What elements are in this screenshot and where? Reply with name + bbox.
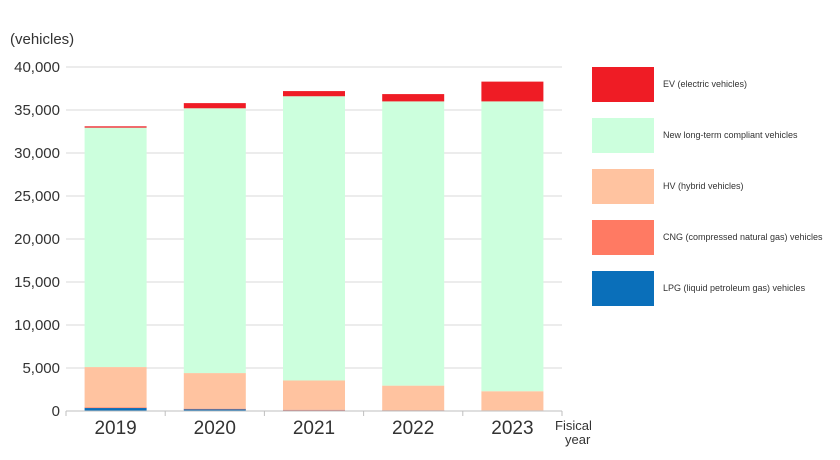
bar-segment — [183, 408, 246, 410]
legend-label: LPG (liquid petroleum gas) vehicles — [663, 283, 806, 293]
bar-segment — [183, 373, 246, 409]
legend-label: New long-term compliant vehicles — [663, 130, 798, 140]
y-tick-label: 15,000 — [14, 274, 60, 291]
legend-swatch — [592, 169, 654, 204]
bar-segment — [84, 407, 147, 411]
bar-segment — [283, 380, 345, 410]
x-axis-label-line2: year — [565, 432, 591, 447]
x-axis-label-line1: Fisical — [555, 418, 592, 433]
bars — [84, 81, 544, 412]
bar-segment — [481, 101, 544, 392]
x-tick-label: 2021 — [293, 418, 335, 439]
y-tick-label: 0 — [52, 403, 60, 420]
bar-segment — [382, 101, 445, 386]
legend-swatch — [592, 271, 654, 306]
bar-segment — [183, 108, 246, 374]
x-axis-ticks: 2019 2020 2021 2022 2023 — [94, 418, 533, 439]
bar-segment — [183, 408, 246, 411]
x-tick-label: 2022 — [392, 418, 434, 439]
y-axis-unit-label: (vehicles) — [10, 31, 74, 48]
bar-segment — [283, 409, 345, 411]
legend-swatch — [592, 67, 654, 102]
y-tick-label: 5,000 — [22, 360, 60, 377]
bar-segment — [84, 407, 147, 409]
legend-label: HV (hybrid vehicles) — [663, 181, 744, 191]
y-tick-label: 35,000 — [14, 102, 60, 119]
y-tick-label: 25,000 — [14, 188, 60, 205]
bar-segment — [481, 391, 544, 411]
bar-segment — [84, 367, 147, 408]
bar-segment — [183, 103, 246, 109]
bar-segment — [283, 96, 345, 381]
y-tick-label: 10,000 — [14, 317, 60, 334]
y-tick-label: 20,000 — [14, 231, 60, 248]
x-tick-label: 2023 — [491, 418, 533, 439]
bar-segment — [283, 91, 345, 97]
x-tick-label: 2019 — [94, 418, 136, 439]
bar-segment — [481, 81, 544, 102]
x-tick-label: 2020 — [194, 418, 236, 439]
bar-segment — [382, 385, 445, 411]
bar-segment — [283, 409, 345, 411]
y-tick-label: 40,000 — [14, 59, 60, 76]
legend-swatch — [592, 220, 654, 255]
bar-segment — [382, 94, 445, 102]
legend-label: EV (electric vehicles) — [663, 79, 747, 89]
legend-swatch — [592, 118, 654, 153]
x-axis — [65, 410, 563, 416]
y-axis-ticks: 0 5,000 10,000 15,000 20,000 25,000 30,000 35,0… — [14, 59, 60, 420]
bar-segment — [84, 127, 147, 368]
legend: EV (electric vehicles) New long-term comp… — [592, 67, 823, 306]
legend-label: CNG (compressed natural gas) vehicles — [663, 232, 823, 242]
bar-segment — [84, 126, 147, 128]
y-tick-label: 30,000 — [14, 145, 60, 162]
